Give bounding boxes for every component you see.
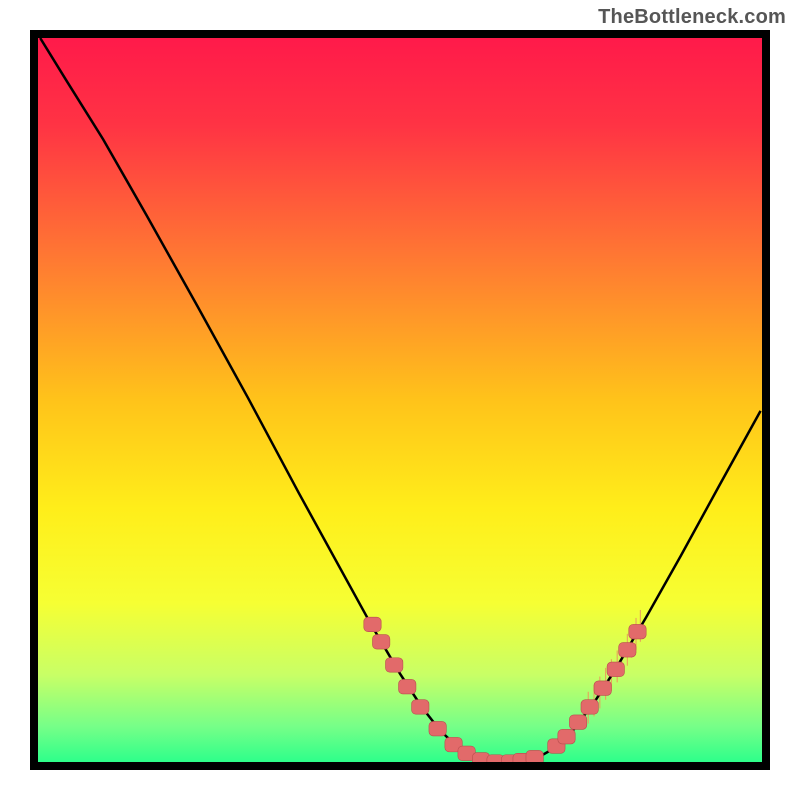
chart-v-curve: [40, 38, 760, 762]
plot-area: [38, 38, 762, 762]
chart-frame: [30, 30, 770, 770]
chart-markers: [364, 617, 646, 762]
chart-curve-layer: [38, 38, 762, 762]
attribution-text: TheBottleneck.com: [598, 6, 786, 29]
